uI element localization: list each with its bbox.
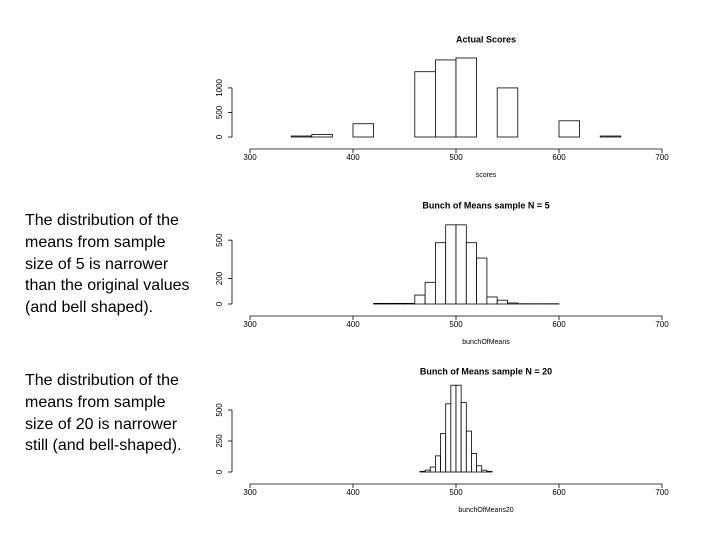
bar	[434, 242, 447, 305]
y-tick-label: 0	[215, 301, 224, 306]
bar	[352, 123, 375, 138]
bar	[455, 57, 478, 138]
bar	[414, 71, 436, 138]
x-tick-label: 500	[449, 488, 463, 497]
x-axis-label: bunchOfMeans20	[458, 507, 513, 514]
bar	[445, 224, 457, 305]
x-tick-label: 400	[346, 488, 360, 497]
bar	[419, 470, 426, 473]
x-tick-label: 300	[243, 153, 257, 162]
bar	[424, 469, 431, 473]
x-tick-label: 500	[449, 153, 463, 162]
x-tick-label: 700	[655, 488, 669, 497]
bar	[424, 281, 436, 305]
y-tick-label: 200	[215, 271, 224, 285]
bar	[434, 59, 457, 138]
x-tick-label: 700	[655, 320, 669, 329]
bar	[507, 302, 519, 305]
bar	[558, 120, 581, 138]
bar	[481, 469, 488, 473]
bar	[471, 452, 478, 473]
y-tick-label: 500	[215, 403, 224, 417]
x-axis-label: scores	[476, 172, 497, 179]
bar	[476, 465, 483, 473]
bar	[429, 466, 436, 473]
x-tick-label: 500	[449, 320, 463, 329]
bar	[476, 257, 488, 305]
bar	[465, 430, 472, 473]
y-tick-label: 500	[215, 233, 224, 247]
bar	[445, 403, 452, 473]
bar	[599, 135, 622, 138]
y-tick-label: 250	[215, 434, 224, 448]
y-tick-label: 500	[215, 105, 224, 119]
bar	[404, 302, 416, 305]
bar	[455, 384, 462, 473]
x-tick-label: 700	[655, 153, 669, 162]
bar	[486, 470, 493, 473]
bar	[460, 402, 467, 473]
x-tick-label: 600	[552, 320, 566, 329]
caption: The distribution of the means from sampl…	[25, 372, 182, 455]
bar	[496, 87, 519, 138]
bar	[414, 294, 426, 305]
bar	[311, 134, 333, 138]
y-tick-label: 0	[215, 469, 224, 474]
bar	[393, 302, 405, 305]
bar	[290, 135, 313, 138]
bar	[434, 455, 441, 473]
bar	[440, 433, 447, 473]
chart-title: Bunch of Means sample N = 5	[422, 200, 549, 210]
chart-title: Actual Scores	[456, 34, 516, 44]
x-tick-label: 600	[552, 488, 566, 497]
caption: The distribution of the means from sampl…	[25, 212, 190, 317]
chart-title: Bunch of Means sample N = 20	[420, 366, 552, 376]
bar	[496, 299, 508, 305]
bar	[450, 384, 457, 473]
x-axis-label: bunchOfMeans	[462, 339, 510, 346]
x-tick-label: 600	[552, 153, 566, 162]
x-tick-label: 300	[243, 488, 257, 497]
bar	[455, 224, 467, 305]
bar	[373, 302, 385, 305]
bar	[486, 296, 498, 305]
x-tick-label: 400	[346, 153, 360, 162]
y-tick-label: 1000	[215, 78, 224, 96]
bar	[383, 302, 395, 305]
x-tick-label: 400	[346, 320, 360, 329]
bar	[465, 242, 477, 305]
x-tick-label: 300	[243, 320, 257, 329]
y-tick-label: 0	[215, 134, 224, 139]
